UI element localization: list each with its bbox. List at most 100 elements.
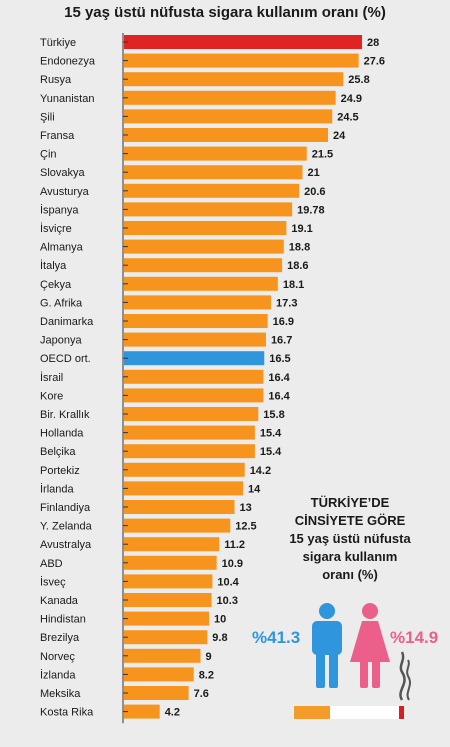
bar (124, 425, 255, 440)
category-label: Bir. Krallık (40, 409, 90, 421)
value-label: 27.6 (364, 56, 385, 68)
value-label: 28 (367, 37, 379, 49)
bar (124, 53, 359, 68)
bar (124, 648, 201, 663)
value-label: 19.78 (297, 204, 325, 216)
category-label: Türkiye (40, 37, 76, 49)
category-label: Çekya (40, 279, 72, 291)
bar (124, 202, 293, 217)
female-percentage: %14.9 (390, 628, 439, 647)
category-label: Avustralya (40, 539, 92, 551)
value-label: 16.9 (273, 316, 294, 328)
category-label: İtalya (40, 259, 67, 272)
category-label: İsveç (40, 575, 66, 588)
bar (124, 462, 245, 477)
bar (124, 295, 272, 310)
inset-heading-line-3: 15 yaş üstü nüfusta (289, 531, 411, 546)
category-label: İsviçre (40, 222, 72, 235)
inset-heading-line-2: CİNSİYETE GÖRE (294, 513, 406, 528)
bar (124, 221, 287, 235)
value-label: 10 (214, 614, 226, 626)
value-label: 16.4 (268, 390, 290, 402)
chart-title: 15 yaş üstü nüfusta sigara kullanım oran… (64, 4, 386, 21)
bar (124, 72, 344, 87)
value-label: 9.8 (212, 632, 227, 644)
bar (124, 518, 231, 533)
male-percentage: %41.3 (252, 628, 301, 647)
category-label: G. Afrika (40, 297, 83, 309)
value-label: 14.2 (250, 465, 271, 477)
category-label: Hollanda (40, 428, 84, 440)
value-label: 10.9 (222, 558, 243, 570)
bar (124, 351, 265, 366)
value-label: 15.4 (260, 446, 282, 458)
value-label: 20.6 (304, 186, 325, 198)
value-label: 24 (333, 130, 346, 142)
category-label: Fransa (40, 130, 75, 142)
value-label: 16.5 (269, 353, 290, 365)
bar (124, 704, 160, 719)
category-label: Norveç (40, 651, 75, 663)
category-label: Endonezya (40, 56, 96, 68)
value-label: 18.6 (287, 260, 308, 272)
category-label: OECD ort. (40, 353, 91, 365)
bar (124, 128, 328, 142)
value-label: 21.5 (312, 149, 333, 161)
bar (124, 537, 220, 552)
bar (124, 574, 213, 589)
category-label: İsrail (40, 371, 63, 384)
value-label: 21 (308, 167, 320, 179)
bar (124, 481, 243, 496)
value-label: 9 (206, 651, 212, 663)
bar (124, 593, 212, 607)
category-label: Rusya (40, 74, 72, 86)
bar (124, 35, 362, 49)
category-label: İspanya (40, 203, 79, 216)
value-label: 12.5 (235, 521, 256, 533)
value-label: 16.7 (271, 335, 292, 347)
bar (124, 555, 217, 570)
category-label: Şili (40, 111, 55, 123)
category-label: Kanada (40, 595, 79, 607)
gender-inset: TÜRKİYE’DE CİNSİYETE GÖRE 15 yaş üstü nü… (270, 494, 430, 584)
bar (124, 239, 284, 254)
value-label: 17.3 (276, 297, 297, 309)
inset-heading-line-1: TÜRKİYE’DE (310, 495, 390, 510)
bar (124, 332, 266, 347)
value-label: 19.1 (291, 223, 312, 235)
bar (124, 90, 336, 105)
value-label: 24.9 (341, 93, 362, 105)
value-label: 25.8 (348, 74, 369, 86)
category-label: Y. Zelanda (40, 521, 93, 533)
bar (124, 276, 278, 291)
value-label: 18.1 (283, 279, 304, 291)
category-label: Finlandiya (40, 502, 91, 514)
bar (124, 407, 259, 421)
bar (124, 686, 189, 700)
value-label: 24.5 (337, 111, 358, 123)
category-label: Kore (40, 390, 63, 402)
bar (124, 146, 307, 161)
category-label: Hindistan (40, 614, 86, 626)
value-label: 16.4 (268, 372, 290, 384)
category-label: Danimarka (40, 316, 94, 328)
inset-heading-line-5: oranı (%) (322, 567, 378, 582)
bar (124, 165, 303, 180)
value-label: 18.8 (289, 242, 310, 254)
value-label: 4.2 (165, 707, 180, 719)
bar (124, 314, 268, 328)
category-label: Japonya (40, 335, 82, 347)
value-label: 10.3 (217, 595, 238, 607)
bar (124, 388, 264, 403)
category-label: ABD (40, 558, 63, 570)
bar (124, 667, 194, 682)
bar (124, 183, 300, 198)
value-label: 15.8 (263, 409, 284, 421)
category-label: Almanya (40, 242, 84, 254)
category-label: Kosta Rika (40, 707, 94, 719)
category-label: Slovakya (40, 167, 86, 179)
value-label: 13 (240, 502, 252, 514)
bar (124, 444, 255, 459)
category-label: Avusturya (40, 186, 90, 198)
